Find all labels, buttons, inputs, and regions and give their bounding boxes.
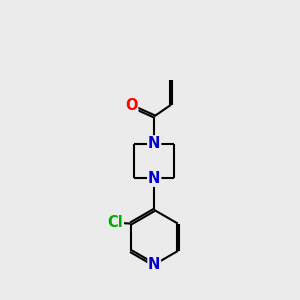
Text: N: N xyxy=(148,171,161,186)
Text: O: O xyxy=(125,98,138,113)
Text: N: N xyxy=(148,136,161,151)
Text: Cl: Cl xyxy=(107,215,123,230)
Text: N: N xyxy=(148,257,161,272)
